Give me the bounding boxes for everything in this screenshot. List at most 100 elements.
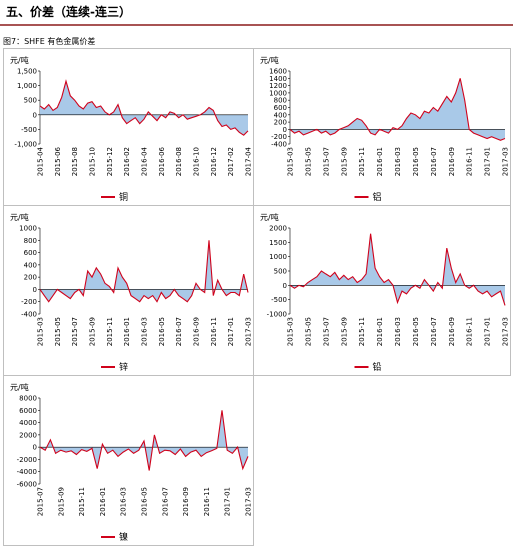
series-area [290, 78, 505, 141]
y-tick-label: 0 [283, 282, 287, 290]
y-tick-label: -6000 [17, 481, 37, 489]
x-tick-label: 2017-03 [245, 317, 253, 346]
series-line [39, 79, 249, 136]
x-tick-label: 2016-04 [141, 146, 149, 176]
x-tick-label: 2015-04 [37, 146, 45, 176]
y-tick-label: 200 [274, 119, 287, 127]
y-axis-label: 元/吨 [260, 55, 279, 65]
legend-label: 镍 [119, 531, 128, 543]
y-tick-label: 600 [24, 249, 37, 257]
x-tick-label: 2017-03 [502, 317, 510, 346]
series-line [289, 233, 506, 306]
series-line [39, 410, 249, 471]
x-tick-label: 2015-03 [287, 147, 295, 176]
y-axis-label: 元/吨 [10, 382, 29, 392]
x-tick-label: 2016-10 [193, 147, 201, 176]
x-tick-label: 2015-11 [358, 147, 366, 176]
y-axis-label: 元/吨 [10, 55, 29, 65]
x-tick-label: 2015-07 [37, 487, 45, 516]
y-tick-label: 500 [274, 268, 287, 276]
x-tick-label: 2015-09 [89, 317, 97, 346]
series-line [289, 78, 506, 141]
x-tick-label: 2015-03 [37, 317, 45, 346]
y-tick-label: 600 [274, 104, 287, 112]
y-tick-label: -1,000 [14, 141, 37, 149]
y-tick-label: 400 [24, 261, 37, 269]
x-tick-label: 2016-01 [376, 147, 384, 176]
y-tick-label: 800 [274, 97, 287, 105]
x-tick-label: 2016-07 [430, 317, 438, 346]
y-tick-label: 1600 [269, 68, 287, 76]
y-tick-label: 800 [24, 237, 37, 245]
x-tick-label: 2016-08 [175, 147, 183, 176]
y-tick-label: 2000 [269, 225, 287, 233]
y-tick-label: 6000 [19, 407, 37, 415]
legend-label: 铜 [119, 191, 128, 203]
y-tick-label: 0 [33, 111, 37, 119]
y-axis-label: 元/吨 [260, 212, 279, 222]
x-tick-label: 2016-12 [210, 147, 218, 176]
y-tick-label: 400 [274, 111, 287, 119]
y-tick-label: 200 [24, 274, 37, 282]
x-tick-label: 2016-01 [123, 317, 131, 346]
x-tick-label: 2016-02 [123, 147, 131, 176]
y-tick-label: 1,000 [17, 82, 37, 90]
x-tick-label: 2016-11 [466, 147, 474, 176]
x-tick-label: 2015-05 [54, 317, 62, 346]
y-tick-label: 0 [33, 286, 37, 294]
x-tick-label: 2016-11 [466, 317, 474, 346]
y-tick-label: -4000 [17, 468, 37, 476]
x-tick-label: 2017-01 [227, 317, 235, 346]
x-tick-label: 2015-07 [322, 147, 330, 176]
x-tick-label: 2016-05 [158, 317, 166, 346]
x-tick-label: 2016-03 [141, 317, 149, 346]
x-tick-label: 2017-01 [484, 147, 492, 176]
series-area [40, 240, 248, 302]
x-tick-label: 2017-01 [224, 487, 232, 516]
x-tick-label: 2015-07 [322, 317, 330, 346]
x-tick-label: 2016-06 [158, 146, 166, 176]
x-tick-label: 2016-11 [210, 317, 218, 346]
x-tick-label: 2016-03 [120, 487, 128, 516]
y-tick-label: -400 [271, 141, 287, 149]
x-tick-label: 2017-03 [245, 487, 253, 516]
y-tick-label: 2000 [19, 431, 37, 439]
legend-label: 铅 [373, 361, 382, 373]
x-tick-label: 2015-06 [54, 146, 62, 176]
x-tick-label: 2016-05 [141, 487, 149, 516]
y-tick-label: -500 [271, 296, 287, 304]
x-tick-label: 2016-09 [448, 317, 456, 346]
series-area [40, 81, 248, 136]
y-tick-label: -2000 [17, 456, 37, 464]
x-tick-label: 2015-07 [71, 317, 79, 346]
x-tick-label: 2015-11 [106, 317, 114, 346]
series-line [39, 240, 249, 303]
section-title: 五、价差（连续-连三） [6, 4, 131, 19]
series-area [290, 233, 505, 306]
y-tick-label: 0 [33, 444, 37, 452]
x-tick-label: 2016-09 [193, 317, 201, 346]
y-axis-label: 元/吨 [10, 212, 29, 222]
x-tick-label: 2017-02 [227, 147, 235, 176]
x-tick-label: 2016-07 [430, 147, 438, 176]
panel-borders [3, 48, 511, 546]
y-tick-label: 1200 [269, 82, 287, 90]
x-tick-label: 2015-11 [78, 487, 86, 516]
x-tick-label: 2016-07 [175, 317, 183, 346]
x-tick-label: 2015-12 [106, 147, 114, 176]
x-tick-label: 2016-07 [161, 487, 169, 516]
x-tick-label: 2015-09 [340, 317, 348, 346]
y-tick-label: 8000 [19, 395, 37, 403]
x-tick-label: 2015-05 [304, 147, 312, 176]
y-tick-label: 500 [24, 97, 37, 105]
x-tick-label: 2016-01 [99, 487, 107, 516]
y-tick-label: -200 [21, 298, 37, 306]
y-tick-label: -1000 [267, 311, 287, 319]
x-tick-label: 2017-04 [245, 146, 253, 176]
x-tick-label: 2015-11 [358, 317, 366, 346]
figure-caption: 图7：SHFE 有色金属价差 [3, 36, 95, 46]
x-tick-label: 2015-08 [71, 147, 79, 176]
x-tick-label: 2015-09 [57, 487, 65, 516]
